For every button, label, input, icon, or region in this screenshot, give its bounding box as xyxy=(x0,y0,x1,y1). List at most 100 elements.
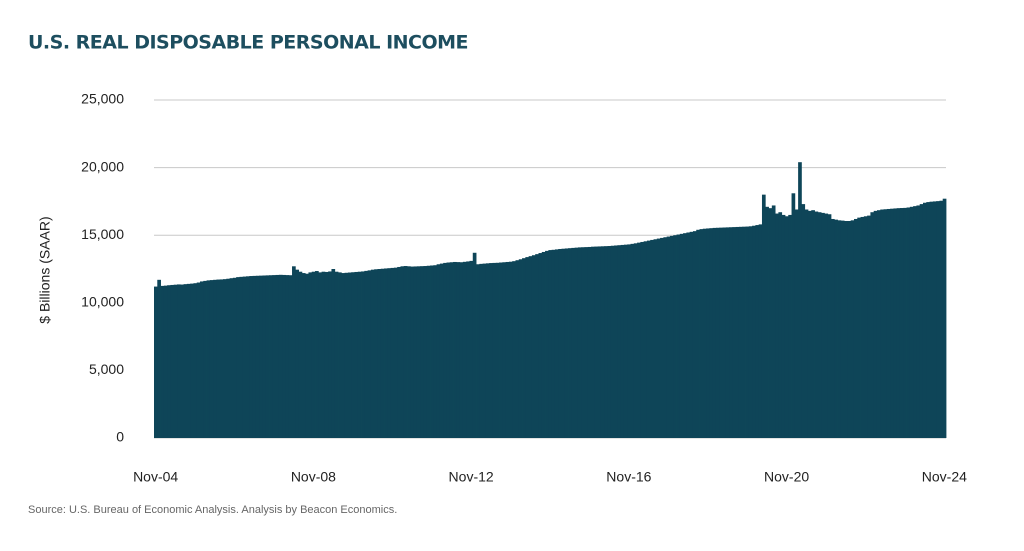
bar xyxy=(246,276,250,438)
bar xyxy=(627,244,631,438)
bar xyxy=(315,271,319,438)
bar xyxy=(541,251,546,438)
bar xyxy=(522,258,526,438)
bar xyxy=(186,283,191,438)
bar xyxy=(873,210,878,438)
bar xyxy=(249,276,253,438)
bar xyxy=(837,220,842,438)
y-tick-label: 5,000 xyxy=(89,361,124,377)
bar xyxy=(410,266,415,438)
bar xyxy=(538,253,543,438)
bar xyxy=(469,260,474,438)
bar xyxy=(341,273,346,438)
bar xyxy=(604,246,608,438)
bar xyxy=(857,217,861,438)
bar xyxy=(676,234,681,438)
bar xyxy=(449,262,454,438)
bar xyxy=(932,201,937,438)
bar xyxy=(167,285,171,438)
bar xyxy=(354,271,359,438)
bar xyxy=(262,275,267,438)
bar xyxy=(696,229,700,438)
bar xyxy=(209,280,214,438)
bar xyxy=(476,264,480,438)
bar xyxy=(525,257,530,438)
bar xyxy=(640,241,645,438)
bar xyxy=(269,275,273,438)
y-tick-label: 25,000 xyxy=(81,91,124,107)
bar xyxy=(446,262,451,438)
bar xyxy=(577,247,582,438)
bar xyxy=(292,266,296,438)
bar xyxy=(811,210,815,438)
bar xyxy=(170,284,175,438)
bar xyxy=(860,216,865,438)
bar xyxy=(216,279,221,438)
bar xyxy=(594,246,599,438)
bar xyxy=(508,261,513,438)
bar xyxy=(502,262,507,438)
bar xyxy=(597,246,602,438)
bar xyxy=(551,249,556,438)
bar xyxy=(242,276,247,438)
bar xyxy=(883,209,888,438)
bar xyxy=(390,267,395,438)
bar xyxy=(880,209,884,438)
bar xyxy=(453,261,457,438)
bar xyxy=(919,204,924,438)
bar xyxy=(712,227,717,438)
bar xyxy=(403,266,408,438)
bar xyxy=(913,206,917,438)
bar xyxy=(699,229,704,438)
bar xyxy=(285,275,290,438)
bar xyxy=(413,266,418,438)
bar xyxy=(535,254,539,438)
bar xyxy=(827,214,832,438)
bar xyxy=(387,268,392,438)
bar xyxy=(801,204,806,438)
bar xyxy=(364,270,369,438)
bar xyxy=(154,286,158,438)
bar xyxy=(781,214,786,438)
bar xyxy=(265,275,270,438)
bar xyxy=(298,271,303,438)
bar xyxy=(236,277,240,438)
bar xyxy=(722,227,727,438)
bar xyxy=(817,212,822,438)
bar xyxy=(183,284,188,438)
bar xyxy=(755,225,760,438)
bar xyxy=(643,241,648,438)
bar xyxy=(758,224,763,438)
bar xyxy=(916,205,921,438)
bar xyxy=(715,227,720,438)
bar xyxy=(729,227,733,438)
bar xyxy=(430,265,434,438)
bar xyxy=(223,279,227,438)
bar xyxy=(554,249,559,438)
y-axis-label: $ Billions (SAAR) xyxy=(37,216,53,323)
bar xyxy=(423,266,428,438)
bar xyxy=(853,218,858,438)
bar xyxy=(620,244,625,438)
bar xyxy=(584,247,589,438)
bar xyxy=(896,208,901,438)
bar xyxy=(844,221,848,438)
bar xyxy=(259,275,263,438)
bar xyxy=(505,261,510,438)
bar xyxy=(482,263,487,438)
bar xyxy=(433,265,438,438)
x-tick-label: Nov-04 xyxy=(133,469,178,485)
x-tick-label: Nov-20 xyxy=(764,469,809,485)
bar xyxy=(288,275,293,438)
chart-title: U.S. REAL DISPOSABLE PERSONAL INCOME xyxy=(28,32,468,54)
bar xyxy=(870,212,875,438)
bar xyxy=(347,272,352,438)
bar xyxy=(318,272,323,438)
bar xyxy=(229,278,234,438)
bar xyxy=(784,216,789,438)
bar xyxy=(886,208,891,438)
bar xyxy=(407,266,411,438)
bar xyxy=(719,227,723,438)
bar xyxy=(633,243,638,438)
